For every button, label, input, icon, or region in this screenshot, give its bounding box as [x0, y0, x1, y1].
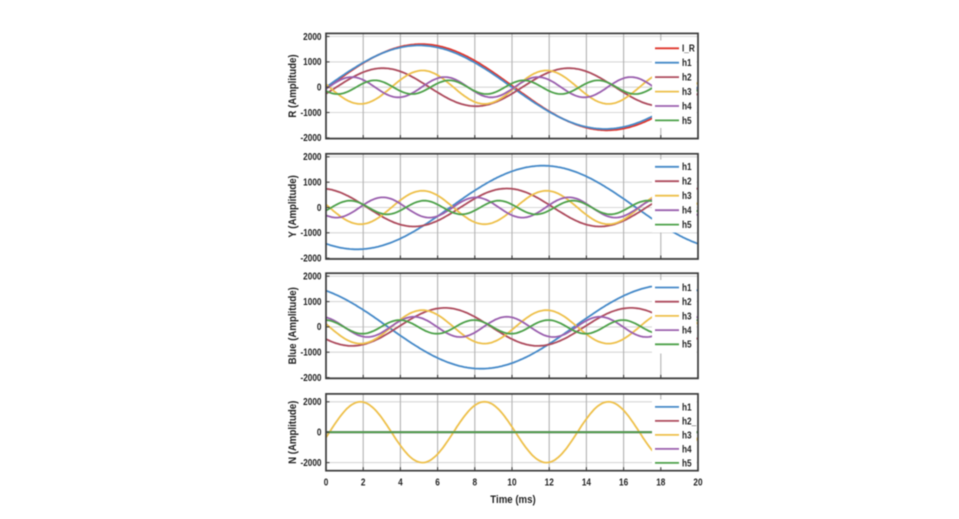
svg-text:h5: h5 [682, 458, 692, 469]
svg-text:0: 0 [317, 322, 322, 333]
svg-text:Y (Amplitude): Y (Amplitude) [286, 175, 299, 238]
svg-text:h4: h4 [682, 325, 692, 336]
svg-text:2000: 2000 [303, 396, 321, 407]
svg-text:h2: h2 [682, 296, 692, 307]
svg-text:14: 14 [582, 477, 591, 488]
svg-text:4: 4 [398, 477, 403, 488]
svg-text:Blue (Amplitude): Blue (Amplitude) [286, 287, 299, 364]
svg-text:h3: h3 [682, 311, 692, 322]
svg-text:-2000: -2000 [300, 457, 321, 468]
svg-text:h2: h2 [682, 176, 692, 187]
svg-text:2: 2 [361, 477, 366, 488]
svg-text:h1: h1 [682, 57, 692, 68]
svg-text:h4: h4 [682, 444, 692, 455]
svg-text:12: 12 [545, 477, 554, 488]
svg-text:1000: 1000 [303, 57, 321, 68]
svg-text:0: 0 [317, 202, 322, 213]
svg-text:N (Amplitude): N (Amplitude) [286, 401, 299, 464]
svg-text:6: 6 [435, 477, 440, 488]
svg-text:h1: h1 [682, 402, 692, 413]
svg-text:1000: 1000 [303, 177, 321, 188]
svg-text:-2000: -2000 [300, 133, 321, 144]
svg-text:I_R: I_R [682, 43, 695, 54]
svg-text:-1000: -1000 [300, 107, 321, 118]
svg-text:-2000: -2000 [300, 253, 321, 264]
svg-text:h4: h4 [682, 205, 692, 216]
svg-text:h5: h5 [682, 115, 692, 126]
svg-text:-1000: -1000 [300, 347, 321, 358]
svg-text:0: 0 [317, 82, 322, 93]
svg-text:1000: 1000 [303, 296, 321, 307]
svg-text:8: 8 [473, 477, 478, 488]
svg-text:0: 0 [317, 427, 322, 438]
svg-text:h5: h5 [682, 219, 692, 230]
svg-text:0: 0 [324, 477, 329, 488]
svg-text:h3: h3 [682, 430, 692, 441]
svg-text:18: 18 [656, 477, 665, 488]
svg-text:16: 16 [619, 477, 628, 488]
svg-text:10: 10 [507, 477, 516, 488]
svg-text:h2_: h2_ [682, 416, 697, 427]
svg-text:2000: 2000 [303, 151, 321, 162]
svg-text:h5: h5 [682, 339, 692, 350]
svg-text:-2000: -2000 [300, 372, 321, 383]
svg-text:Time (ms): Time (ms) [490, 493, 535, 506]
svg-text:h4: h4 [682, 101, 692, 112]
svg-text:h1: h1 [682, 282, 692, 293]
svg-text:h3: h3 [682, 190, 692, 201]
svg-text:h3: h3 [682, 86, 692, 97]
svg-text:20: 20 [693, 477, 702, 488]
svg-text:2000: 2000 [303, 271, 321, 282]
svg-text:R (Amplitude): R (Amplitude) [286, 54, 299, 117]
svg-text:2000: 2000 [303, 31, 321, 42]
svg-text:-1000: -1000 [300, 227, 321, 238]
svg-text:h1: h1 [682, 162, 692, 173]
svg-text:h2: h2 [682, 72, 692, 83]
